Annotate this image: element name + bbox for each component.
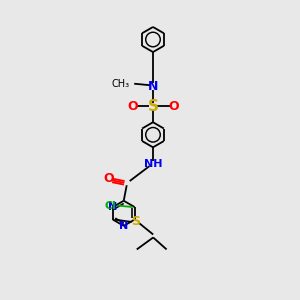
Text: O: O (103, 172, 113, 185)
Text: N: N (108, 202, 118, 212)
Text: NH: NH (144, 159, 162, 169)
Text: N: N (148, 80, 158, 93)
Text: S: S (131, 215, 140, 229)
Text: Cl: Cl (104, 200, 116, 211)
Text: N: N (119, 221, 128, 231)
Text: O: O (168, 100, 178, 113)
Text: CH₃: CH₃ (112, 79, 130, 89)
Text: O: O (128, 100, 138, 113)
Text: S: S (148, 99, 158, 114)
